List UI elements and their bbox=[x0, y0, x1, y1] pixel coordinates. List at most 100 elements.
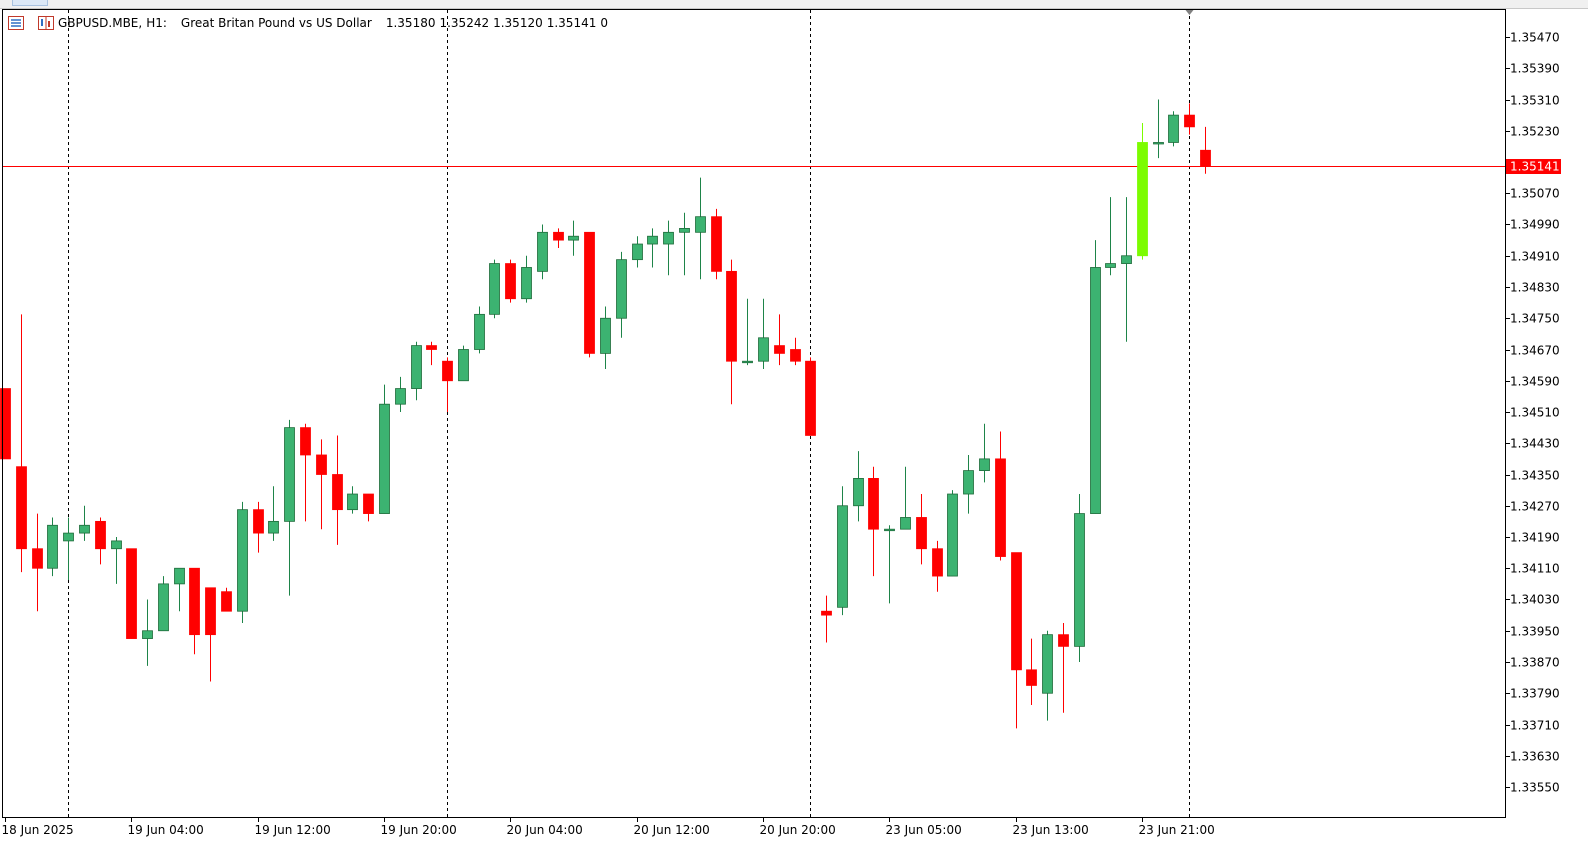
candle bbox=[726, 259, 737, 405]
candle bbox=[616, 251, 627, 338]
y-tick-label: 1.34270 bbox=[1510, 500, 1560, 514]
x-tick-label: 23 Jun 05:00 bbox=[886, 823, 962, 837]
y-tick-label: 1.33870 bbox=[1510, 656, 1560, 670]
candle-body bbox=[332, 474, 343, 511]
candle bbox=[774, 314, 785, 366]
current-price-badge-bg bbox=[1506, 159, 1561, 174]
candle-body bbox=[1168, 114, 1179, 143]
open-value: 1.35180 bbox=[385, 16, 436, 30]
candle-body bbox=[711, 216, 722, 272]
candle-body bbox=[1184, 114, 1195, 128]
candle-body bbox=[805, 360, 816, 436]
candle-body bbox=[679, 228, 690, 233]
candle bbox=[0, 388, 11, 460]
current-price-badge: 1.35141 bbox=[1506, 159, 1561, 174]
x-tick-label: 19 Jun 12:00 bbox=[255, 823, 331, 837]
candle-body bbox=[458, 349, 469, 382]
candle-body bbox=[95, 520, 106, 550]
x-tick-label: 18 Jun 2025 bbox=[2, 823, 74, 837]
candle bbox=[158, 576, 169, 632]
symbol-description: Great Britan Pound vs US Dollar bbox=[180, 16, 372, 30]
candle-body bbox=[0, 388, 11, 460]
candle bbox=[1011, 552, 1022, 729]
object-list-icon[interactable] bbox=[8, 16, 24, 30]
x-tick-label: 19 Jun 04:00 bbox=[128, 823, 204, 837]
x-tick-label: 23 Jun 21:00 bbox=[1139, 823, 1215, 837]
candle bbox=[379, 384, 390, 514]
candle-body bbox=[1137, 142, 1148, 257]
x-tick-label: 20 Jun 20:00 bbox=[760, 823, 836, 837]
x-tick-label: 20 Jun 12:00 bbox=[634, 823, 710, 837]
candle-body bbox=[316, 454, 327, 475]
candle bbox=[142, 599, 153, 666]
candle bbox=[426, 341, 437, 366]
y-tick-label: 1.34830 bbox=[1510, 281, 1560, 295]
candle bbox=[47, 517, 58, 577]
candle-body bbox=[1105, 263, 1116, 268]
y-tick-label: 1.34030 bbox=[1510, 593, 1560, 607]
candle bbox=[174, 567, 185, 612]
candle-body bbox=[853, 478, 864, 507]
y-tick-label: 1.34430 bbox=[1510, 437, 1560, 451]
candle bbox=[1090, 240, 1101, 514]
y-tick-label: 1.33950 bbox=[1510, 625, 1560, 639]
candle-body bbox=[695, 216, 706, 233]
candle bbox=[1184, 103, 1195, 135]
candle bbox=[916, 494, 927, 565]
candle bbox=[16, 314, 27, 573]
candle-body bbox=[726, 270, 737, 362]
candle-body bbox=[900, 517, 911, 530]
candle-body bbox=[1011, 552, 1022, 671]
candle bbox=[647, 228, 658, 268]
candle-body bbox=[1058, 634, 1069, 647]
candle-body bbox=[111, 540, 122, 550]
candle-body bbox=[411, 345, 422, 389]
candle-body bbox=[1200, 149, 1211, 167]
y-tick-label: 1.34510 bbox=[1510, 406, 1560, 420]
candle-body bbox=[395, 388, 406, 405]
candle-body bbox=[821, 610, 832, 616]
candle bbox=[805, 357, 816, 436]
candle bbox=[395, 376, 406, 412]
candle-body bbox=[47, 524, 58, 569]
candle-body bbox=[884, 528, 895, 532]
candle bbox=[95, 517, 106, 565]
candle bbox=[537, 224, 548, 280]
y-tick-label: 1.34910 bbox=[1510, 250, 1560, 264]
candle-body bbox=[1042, 634, 1053, 694]
candle-body bbox=[979, 458, 990, 471]
candle-body bbox=[568, 235, 579, 241]
high-value: 1.35242 bbox=[439, 16, 490, 30]
chart-shift-marker[interactable] bbox=[1185, 10, 1194, 15]
candle bbox=[553, 228, 564, 248]
day-separators bbox=[68, 10, 1190, 817]
candle bbox=[284, 419, 295, 596]
candle-body bbox=[126, 548, 137, 639]
candle-body bbox=[774, 345, 785, 354]
y-axis: 1.35470 1.35390 1.35310 1.35230 1.35070 1.349… bbox=[1505, 31, 1560, 795]
candle bbox=[458, 345, 469, 382]
candle bbox=[900, 466, 911, 530]
trade-book-icon[interactable] bbox=[38, 16, 54, 30]
candle-body bbox=[916, 517, 927, 550]
chart-tab[interactable] bbox=[12, 0, 48, 6]
candle bbox=[868, 466, 879, 577]
candle-body bbox=[647, 235, 658, 245]
low-value: 1.35120 bbox=[493, 16, 543, 30]
candle-body bbox=[553, 231, 564, 241]
candle-body bbox=[237, 509, 248, 612]
candle bbox=[853, 451, 864, 522]
candle bbox=[995, 431, 1006, 561]
candle bbox=[711, 208, 722, 280]
timeframe-label: H1: bbox=[146, 16, 167, 30]
candle bbox=[821, 595, 832, 643]
candle bbox=[79, 505, 90, 541]
candle-body bbox=[284, 427, 295, 522]
candle-body bbox=[1026, 669, 1037, 686]
candle bbox=[1121, 197, 1132, 342]
y-tick-label: 1.35310 bbox=[1510, 94, 1560, 108]
candle-body bbox=[616, 259, 627, 319]
candle-body bbox=[600, 317, 611, 354]
y-tick-label: 1.34190 bbox=[1510, 531, 1560, 545]
